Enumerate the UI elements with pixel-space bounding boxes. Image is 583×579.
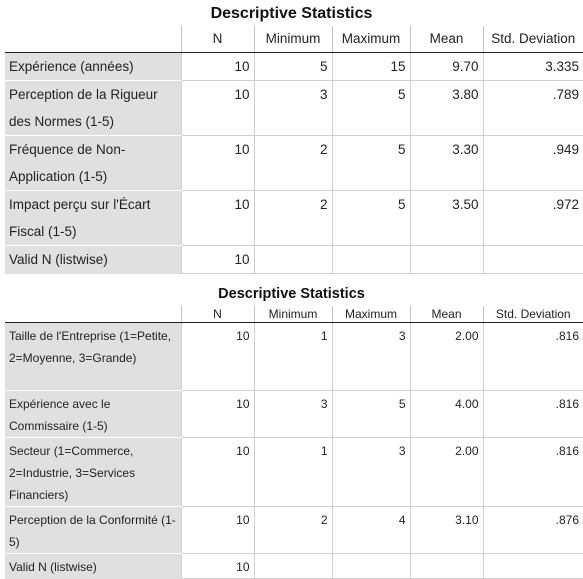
cell-n: 10	[180, 190, 254, 246]
cell-n: 10	[180, 553, 254, 579]
row-label: Expérience (années)	[5, 52, 181, 81]
cell-minimum: 2	[253, 135, 332, 191]
cell-n: 10	[180, 437, 254, 507]
cell-mean: 2.00	[409, 322, 483, 391]
cell-mean	[409, 245, 483, 274]
cell-n: 10	[180, 135, 254, 191]
header-corner	[5, 306, 181, 323]
col-header-n: N	[180, 306, 254, 323]
cell-mean: 3.10	[409, 506, 483, 554]
cell-maximum: 5	[331, 135, 410, 191]
cell-mean: 4.00	[409, 390, 483, 438]
cell-maximum	[331, 553, 410, 579]
cell-minimum: 1	[253, 437, 332, 507]
statistics-grid: N Minimum Maximum Mean Std. Deviation Ta…	[5, 306, 583, 579]
col-header-std-deviation: Std. Deviation	[482, 26, 583, 53]
cell-n: 10	[180, 390, 254, 438]
table-row: Impact perçu sur l'Écart Fiscal (1-5) 10…	[5, 190, 583, 246]
row-label: Secteur (1=Commerce, 2=Industrie, 3=Serv…	[5, 437, 181, 507]
cell-std-deviation: .816	[482, 322, 583, 391]
col-header-mean: Mean	[409, 306, 483, 323]
cell-maximum: 3	[331, 437, 410, 507]
row-label: Expérience avec le Commissaire (1-5)	[5, 390, 181, 438]
cell-minimum: 5	[253, 52, 332, 81]
table-row: Perception de la Conformité (1-5) 10 2 4…	[5, 506, 583, 554]
cell-minimum: 2	[253, 190, 332, 246]
descriptive-statistics-table-1: Descriptive Statistics N Minimum Maximum…	[0, 0, 583, 274]
row-label: Impact perçu sur l'Écart Fiscal (1-5)	[5, 190, 181, 246]
cell-n: 10	[180, 245, 254, 274]
table-title: Descriptive Statistics	[218, 286, 365, 302]
cell-std-deviation: 3.335	[482, 52, 583, 81]
cell-std-deviation: .789	[482, 80, 583, 136]
row-label: Valid N (listwise)	[5, 553, 181, 579]
statistics-grid: N Minimum Maximum Mean Std. Deviation Ex…	[5, 26, 583, 274]
cell-maximum	[331, 245, 410, 274]
cell-maximum: 5	[331, 190, 410, 246]
header-corner	[5, 26, 181, 53]
table-row: Taille de l'Entreprise (1=Petite, 2=Moye…	[5, 322, 583, 391]
table-title: Descriptive Statistics	[210, 5, 373, 22]
cell-maximum: 3	[331, 322, 410, 391]
cell-mean	[409, 553, 483, 579]
header-row: N Minimum Maximum Mean Std. Deviation	[5, 26, 583, 53]
col-header-minimum: Minimum	[253, 26, 332, 53]
cell-minimum: 2	[253, 506, 332, 554]
table-row: Valid N (listwise) 10	[5, 553, 583, 579]
col-header-maximum: Maximum	[331, 26, 410, 53]
row-label: Valid N (listwise)	[5, 245, 181, 274]
table-row: Expérience (années) 10 5 15 9.70 3.335	[5, 52, 583, 81]
row-label: Perception de la Conformité (1-5)	[5, 506, 181, 554]
cell-mean: 3.30	[409, 135, 483, 191]
cell-n: 10	[180, 506, 254, 554]
cell-mean: 9.70	[409, 52, 483, 81]
cell-mean: 3.80	[409, 80, 483, 136]
cell-std-deviation	[482, 553, 583, 579]
cell-maximum: 5	[331, 80, 410, 136]
col-header-minimum: Minimum	[253, 306, 332, 323]
col-header-n: N	[180, 26, 254, 53]
table-row: Fréquence de Non-Application (1-5) 10 2 …	[5, 135, 583, 191]
cell-maximum: 5	[331, 390, 410, 438]
cell-maximum: 4	[331, 506, 410, 554]
table-row: Secteur (1=Commerce, 2=Industrie, 3=Serv…	[5, 437, 583, 507]
col-header-maximum: Maximum	[331, 306, 410, 323]
cell-std-deviation: .816	[482, 390, 583, 438]
cell-minimum	[253, 553, 332, 579]
cell-std-deviation: .816	[482, 437, 583, 507]
col-header-mean: Mean	[409, 26, 483, 53]
cell-minimum	[253, 245, 332, 274]
row-label: Fréquence de Non-Application (1-5)	[5, 135, 181, 191]
header-row: N Minimum Maximum Mean Std. Deviation	[5, 306, 583, 323]
cell-maximum: 15	[331, 52, 410, 81]
cell-n: 10	[180, 80, 254, 136]
row-label: Taille de l'Entreprise (1=Petite, 2=Moye…	[5, 322, 181, 391]
cell-n: 10	[180, 322, 254, 391]
col-header-std-deviation: Std. Deviation	[482, 306, 583, 323]
cell-mean: 2.00	[409, 437, 483, 507]
table-row: Expérience avec le Commissaire (1-5) 10 …	[5, 390, 583, 438]
row-label: Perception de la Rigueur des Normes (1-5…	[5, 80, 181, 136]
cell-minimum: 3	[253, 390, 332, 438]
descriptive-statistics-table-2: Descriptive Statistics N Minimum Maximum…	[0, 282, 583, 579]
cell-minimum: 3	[253, 80, 332, 136]
cell-n: 10	[180, 52, 254, 81]
table-row: Valid N (listwise) 10	[5, 245, 583, 274]
cell-std-deviation: .972	[482, 190, 583, 246]
cell-minimum: 1	[253, 322, 332, 391]
cell-mean: 3.50	[409, 190, 483, 246]
cell-std-deviation	[482, 245, 583, 274]
cell-std-deviation: .949	[482, 135, 583, 191]
table-row: Perception de la Rigueur des Normes (1-5…	[5, 80, 583, 136]
cell-std-deviation: .876	[482, 506, 583, 554]
